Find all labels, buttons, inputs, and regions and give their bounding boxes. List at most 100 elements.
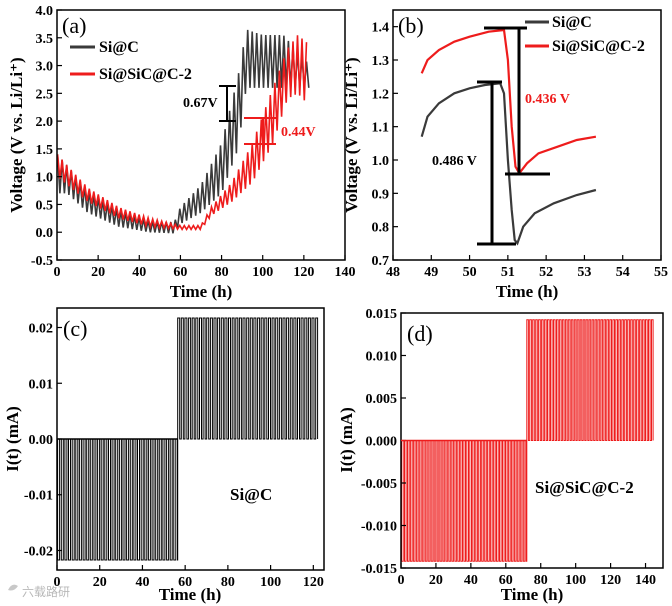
x-tick-label: 120 <box>600 573 621 588</box>
y-tick-label: 1.2 <box>372 87 390 102</box>
x-tick-label: 60 <box>173 265 187 280</box>
series-si-c-line <box>420 82 597 246</box>
x-tick-label: 80 <box>215 265 229 280</box>
y-tick-label: 0.9 <box>372 187 390 202</box>
panel-d: 0 20 40 60 80 100 120 140 -0.015 -0.010 -0.005 0.00… <box>337 307 664 604</box>
series-si-sic-c-2-line <box>420 28 597 176</box>
x-axis-label: Time (h) <box>501 585 564 604</box>
y-tick-label: 0.01 <box>29 377 54 392</box>
x-tick-label: 0 <box>54 265 61 280</box>
series-si-c-line <box>57 29 310 234</box>
x-tick-label: 140 <box>635 573 656 588</box>
legend-label-si-sic-c-2: Si@SiC@C-2 <box>99 66 192 83</box>
y-tick-label: 0.00 <box>29 433 54 448</box>
x-tick-label: 100 <box>260 575 281 590</box>
axis-ticks: 48 49 50 51 52 53 54 55 0.7 0.8 0.9 1.0 1.1 1.2 1.3 1.4 <box>372 21 669 280</box>
annotation-0-486v: 0.486 V <box>432 80 516 246</box>
y-tick-label: 1.5 <box>36 143 54 158</box>
panel-b: 48 49 50 51 52 53 54 55 0.7 0.8 0.9 1.0 1.1 1.2 1.3 1.4… <box>342 9 669 301</box>
y-tick-label: -0.5 <box>31 254 53 269</box>
legend: Si@C Si@SiC@C-2 <box>525 14 645 55</box>
x-tick-label: 53 <box>577 265 591 280</box>
y-tick-label: 0.0 <box>36 226 54 241</box>
x-tick-label: 80 <box>221 575 235 590</box>
annotation-0-67v: 0.67V <box>183 85 236 122</box>
series-si-sic-c-2-line <box>57 35 308 232</box>
axis-ticks: 0 20 40 60 80 100 120 140 -0.015 -0.010 -0.005 0.00… <box>361 307 656 588</box>
y-tick-label: 0.000 <box>366 435 398 450</box>
annotation-0-436v-text: 0.436 V <box>525 92 570 107</box>
x-tick-label: 120 <box>303 575 324 590</box>
y-tick-label: 0.7 <box>372 254 390 269</box>
y-tick-label: 1.0 <box>36 171 54 186</box>
y-tick-label: 3.0 <box>36 60 54 75</box>
watermark: 六载路研 <box>8 584 70 599</box>
x-tick-label: 52 <box>539 265 553 280</box>
y-tick-label: 0.015 <box>366 307 398 322</box>
series-si-sic-c-2-current <box>401 319 654 562</box>
x-tick-label: 20 <box>429 573 443 588</box>
x-tick-label: 51 <box>501 265 515 280</box>
x-tick-label: 100 <box>565 573 586 588</box>
y-tick-label: -0.010 <box>361 520 397 535</box>
y-tick-label: 1.0 <box>372 154 390 169</box>
panel-a: 0 20 40 60 80 100 120 140 -0.5 0.0 0.5 1.0 1.5 2.0 2.5… <box>7 4 356 301</box>
x-tick-label: 60 <box>499 573 513 588</box>
y-tick-label: 1.1 <box>372 121 390 136</box>
y-tick-label: 0.8 <box>372 221 390 236</box>
y-axis-label: I(t) (mA) <box>3 406 22 472</box>
y-tick-label: 1.4 <box>372 21 390 36</box>
y-tick-label: -0.02 <box>24 544 53 559</box>
annotation-0-44v: 0.44V <box>244 117 316 145</box>
y-tick-label: 2.0 <box>36 115 54 130</box>
y-tick-label: 0.02 <box>29 322 54 337</box>
y-tick-label: 0.010 <box>366 350 398 365</box>
annotation-0-436v: 0.436 V <box>484 26 570 176</box>
plot-frame <box>56 9 346 261</box>
x-tick-label: 40 <box>464 573 478 588</box>
x-tick-label: 80 <box>534 573 548 588</box>
annotation-0-67v-text: 0.67V <box>183 96 218 111</box>
y-tick-label: -0.005 <box>361 477 397 492</box>
x-axis-label: Time (h) <box>159 585 222 604</box>
x-tick-label: 20 <box>93 575 107 590</box>
legend-label-si-c: Si@C <box>99 39 139 56</box>
x-tick-label: 55 <box>654 265 668 280</box>
y-tick-label: -0.01 <box>24 489 53 504</box>
x-axis-label: Time (h) <box>170 282 233 301</box>
x-tick-label: 40 <box>135 575 149 590</box>
panel-label: (c) <box>63 316 87 341</box>
y-axis-label: Voltage (V vs. Li/Li⁺) <box>7 57 26 212</box>
y-axis-label: Voltage (V vs. Li/Li⁺) <box>342 57 361 212</box>
series-path <box>57 29 310 234</box>
panel-label: (d) <box>407 321 433 346</box>
series-path <box>57 35 308 232</box>
y-tick-label: 1.3 <box>372 54 390 69</box>
x-tick-label: 49 <box>424 265 438 280</box>
legend-label-si-c: Si@C <box>552 14 592 31</box>
y-tick-label: 4.0 <box>36 4 54 19</box>
panel-c: 0 20 40 60 80 100 120 -0.02 -0.01 0.00 0.01 0.02 (c… <box>3 307 325 604</box>
panel-label: (a) <box>62 13 86 38</box>
y-tick-label: -0.015 <box>361 562 397 577</box>
x-tick-label: 140 <box>335 265 356 280</box>
annotation-0-44v-text: 0.44V <box>281 125 316 140</box>
legend: Si@C Si@SiC@C-2 <box>70 39 192 83</box>
y-tick-label: 3.5 <box>36 32 54 47</box>
panel-label: (b) <box>398 13 424 38</box>
x-tick-label: 20 <box>91 265 105 280</box>
watermark-logo-icon <box>8 584 18 591</box>
watermark-text: 六载路研 <box>22 584 70 599</box>
panel-sample-label: Si@SiC@C-2 <box>535 478 634 497</box>
legend-label-si-sic-c-2: Si@SiC@C-2 <box>552 38 645 55</box>
x-tick-label: 54 <box>616 265 630 280</box>
x-axis-label: Time (h) <box>496 282 559 301</box>
x-tick-label: 40 <box>132 265 146 280</box>
panel-sample-label: Si@C <box>230 485 272 504</box>
x-tick-label: 100 <box>252 265 273 280</box>
x-tick-label: 0 <box>54 575 61 590</box>
y-tick-label: 2.5 <box>36 87 54 102</box>
plot-frame <box>392 9 662 261</box>
y-axis-label: I(t) (mA) <box>337 407 356 473</box>
